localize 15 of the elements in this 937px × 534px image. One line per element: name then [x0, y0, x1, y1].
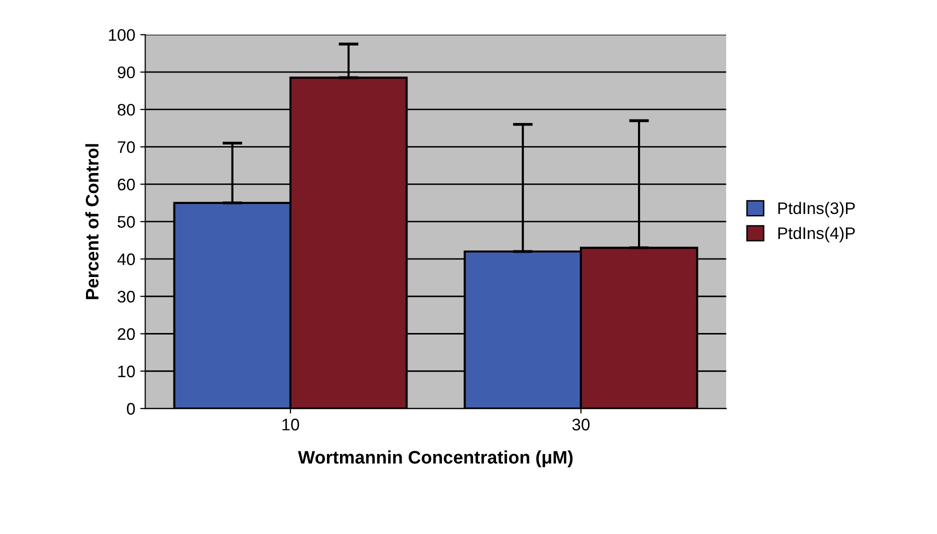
- y-tick-label: 80: [118, 104, 135, 116]
- y-tick-label: 40: [117, 253, 135, 266]
- y-axis-title: Percent of Control: [85, 144, 99, 300]
- y-tick-label: 10: [118, 366, 135, 378]
- legend-label: PtdIns(3)P: [778, 202, 855, 218]
- y-tick-label: 50: [118, 216, 135, 228]
- y-tick-label: 0: [126, 402, 135, 415]
- legend-label: PtdIns(4)P: [778, 226, 855, 242]
- y-tick-label: 60: [118, 178, 135, 190]
- y-tick-label: 100: [108, 29, 135, 41]
- x-axis-title: Wortmannin Concentration (μM): [298, 450, 573, 468]
- y-tick-label: 70: [118, 141, 135, 154]
- y-tick-label: 90: [118, 66, 135, 78]
- y-tick-label: 20: [118, 328, 135, 340]
- y-tick-label: 30: [118, 290, 135, 303]
